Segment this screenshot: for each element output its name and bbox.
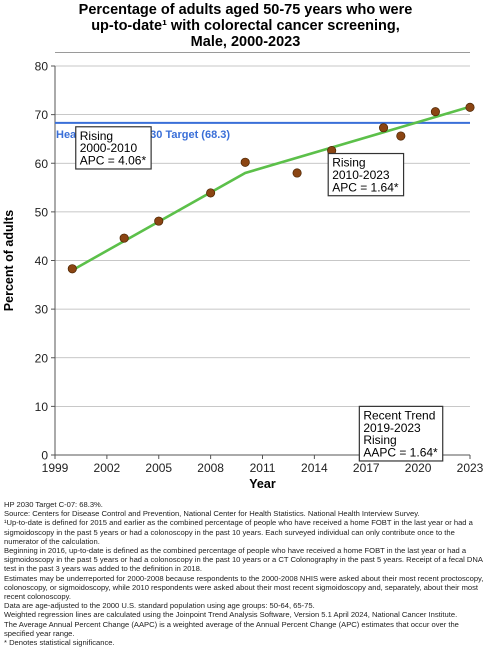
x-axis-title: Year <box>249 477 276 491</box>
data-point <box>240 157 250 167</box>
y-tick-label: 80 <box>35 60 49 74</box>
y-tick-label: 60 <box>35 157 49 171</box>
annotation-text: APC = 1.64* <box>332 180 399 194</box>
annotation-box <box>358 405 444 462</box>
annotation-text: Recent Trend <box>363 408 435 422</box>
data-point <box>119 233 129 243</box>
x-tick-label: 2002 <box>94 461 121 475</box>
y-tick-label: 0 <box>41 449 48 463</box>
footnote: Estimates may be underreported for 2000-… <box>4 573 484 602</box>
data-point <box>378 123 389 133</box>
data-point <box>292 168 302 178</box>
y-tick-label: 70 <box>35 108 49 122</box>
data-point <box>67 264 77 274</box>
chart-title-line: Male, 2000-2023 <box>190 34 301 50</box>
chart-title-line: Percentage of adults aged 50-75 years wh… <box>78 2 413 18</box>
footnote: Weighted regression lines are calculated… <box>4 610 458 620</box>
annotation-text: Rising <box>363 433 396 447</box>
data-point <box>206 188 216 198</box>
x-tick-label: 2014 <box>301 461 328 475</box>
y-tick-label: 30 <box>35 303 49 317</box>
annotation-text: Rising <box>332 156 365 170</box>
data-point <box>154 216 164 226</box>
annotation-box <box>75 126 152 170</box>
title-divider <box>55 52 470 53</box>
footnote: The Average Annual Percent Change (AAPC)… <box>4 619 459 638</box>
footnote: HP 2030 Target C-07: 68.3%. <box>4 500 103 509</box>
y-tick-label: 10 <box>35 400 49 414</box>
annotation-text: Rising <box>80 129 113 143</box>
chart-title: Percentage of adults aged 50-75 years wh… <box>0 2 491 50</box>
footnotes: HP 2030 Target C-07: 68.3%. Source: Cent… <box>4 500 488 647</box>
data-point <box>396 131 406 141</box>
y-tick-label: 20 <box>35 351 49 365</box>
annotation-text: APC = 4.06* <box>80 154 147 168</box>
scatter-chart: 0 10 20 30 40 50 60 70 80 1999 2002 2005 2008 2011 201… <box>2 60 484 492</box>
annotation-box <box>327 152 405 197</box>
annotation-text: 2019-2023 <box>363 421 421 435</box>
data-point <box>430 107 440 117</box>
y-axis-title: Percent of adults <box>2 210 16 311</box>
trend-line <box>71 105 471 272</box>
y-tick-label: 40 <box>35 254 49 268</box>
annotation-text: 2000-2010 <box>80 141 138 155</box>
y-tick-label: 50 <box>35 205 49 219</box>
footnote: Data are age-adjusted to the 2000 U.S. s… <box>4 601 315 611</box>
annotation-text: AAPC = 1.64* <box>363 446 438 460</box>
data-point <box>465 102 475 112</box>
footnote: * Denotes statistical significance. <box>4 638 115 647</box>
footnote: Source: Centers for Disease Control and … <box>4 509 420 519</box>
footnote: ¹Up-to-date is defined for 2015 and earl… <box>4 518 473 546</box>
x-tick-label: 2020 <box>405 461 432 475</box>
x-tick-label: 2017 <box>353 461 380 475</box>
chart-title-line: up-to-date¹ with colorectal cancer scree… <box>91 18 400 34</box>
footnote: Beginning in 2016, up-to-date is defined… <box>4 546 483 574</box>
x-tick-label: 2011 <box>250 461 276 475</box>
x-tick-label: 2023 <box>457 461 484 475</box>
x-tick-label: 2005 <box>145 461 172 475</box>
x-tick-label: 2008 <box>197 461 224 475</box>
annotation-text: 2010-2023 <box>332 168 390 182</box>
x-tick-label: 1999 <box>42 461 69 475</box>
